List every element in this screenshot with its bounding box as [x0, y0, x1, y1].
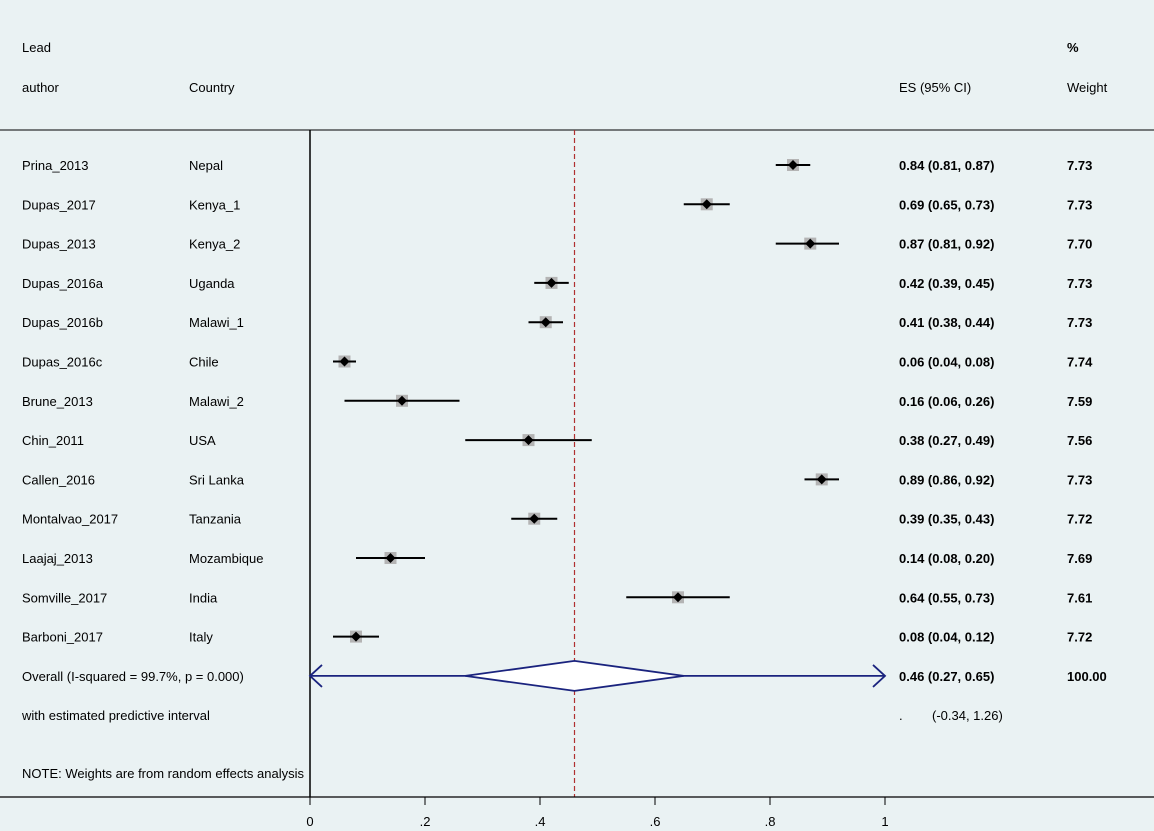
study-es-ci: 0.38 (0.27, 0.49): [899, 433, 994, 448]
predictive-arrow-left: [308, 664, 323, 688]
study-weight: 7.74: [1067, 355, 1093, 370]
study-es-ci: 0.84 (0.81, 0.87): [899, 158, 994, 173]
plot-area: [0, 129, 1154, 797]
x-tick-label: .8: [765, 814, 776, 829]
x-axis: 0 .2 .4 .6 .8 1: [0, 796, 1154, 829]
study-weight: 7.73: [1067, 472, 1092, 487]
study-country: Malawi_1: [189, 315, 244, 330]
predictive-dot: .: [899, 708, 903, 723]
predictive-label: with estimated predictive interval: [21, 708, 210, 723]
study-author: Montalvao_2017: [22, 512, 118, 527]
study-rows: Prina_2013 Nepal 0.84 (0.81, 0.87) 7.73 Dupa…: [22, 158, 1107, 684]
header-es: ES (95% CI): [899, 80, 971, 95]
study-author: Brune_2013: [22, 394, 93, 409]
point-estimate: [351, 631, 361, 642]
point-estimate: [673, 592, 683, 603]
point-estimate: [546, 277, 557, 288]
study-country: Malawi_2: [189, 394, 244, 409]
header-weight-line2: Weight: [1067, 80, 1108, 95]
study-author: Somville_2017: [22, 590, 107, 605]
study-weight: 7.70: [1067, 237, 1092, 252]
study-es-ci: 0.39 (0.35, 0.43): [899, 512, 994, 527]
study-author: Chin_2011: [22, 433, 84, 448]
study-country: USA: [189, 433, 216, 448]
study-country: Kenya_1: [189, 197, 240, 212]
header-author-line2: author: [22, 80, 60, 95]
study-author: Dupas_2017: [22, 197, 96, 212]
study-es-ci: 0.41 (0.38, 0.44): [899, 315, 994, 330]
point-estimate: [816, 474, 827, 485]
study-weight: 7.61: [1067, 590, 1092, 605]
x-tick-label: .4: [535, 814, 546, 829]
column-headers: Lead author Country ES (95% CI) % Weight: [22, 40, 1108, 95]
header-weight-line1: %: [1067, 40, 1079, 55]
point-estimate: [701, 199, 712, 210]
study-author: Dupas_2016b: [22, 315, 103, 330]
study-weight: 7.73: [1067, 197, 1092, 212]
study-es-ci: 0.14 (0.08, 0.20): [899, 551, 994, 566]
study-country: India: [189, 590, 218, 605]
x-tick-label: .6: [650, 814, 661, 829]
overall-diamond: [465, 659, 684, 692]
header-author-line1: Lead: [22, 40, 51, 55]
study-es-ci: 0.08 (0.04, 0.12): [899, 630, 994, 645]
study-weight: 7.73: [1067, 315, 1092, 330]
study-es-ci: 0.89 (0.86, 0.92): [899, 472, 994, 487]
study-country: Italy: [189, 630, 213, 645]
study-country: Chile: [189, 355, 219, 370]
study-es-ci: 0.64 (0.55, 0.73): [899, 590, 994, 605]
study-author: Dupas_2016a: [22, 276, 104, 291]
study-es-ci: 0.42 (0.39, 0.45): [899, 276, 994, 291]
header-country: Country: [189, 80, 235, 95]
predictive-arrow-right: [872, 664, 887, 688]
study-country: Nepal: [189, 158, 223, 173]
study-author: Callen_2016: [22, 472, 95, 487]
study-author: Prina_2013: [22, 158, 89, 173]
study-es-ci: 0.06 (0.04, 0.08): [899, 355, 994, 370]
point-estimate: [397, 395, 407, 406]
point-estimate: [805, 238, 816, 249]
x-tick-label: 0: [306, 814, 313, 829]
predictive-interval: (-0.34, 1.26): [932, 708, 1003, 723]
study-es-ci: 0.69 (0.65, 0.73): [899, 197, 994, 212]
plot-footer: with estimated predictive interval . (-0…: [21, 708, 1003, 781]
study-weight: 7.56: [1067, 433, 1092, 448]
study-author: Laajaj_2013: [22, 551, 93, 566]
study-country: Mozambique: [189, 551, 263, 566]
study-es-ci: 0.16 (0.06, 0.26): [899, 394, 994, 409]
x-tick-label: .2: [420, 814, 431, 829]
point-estimate: [523, 435, 534, 446]
point-estimate: [529, 513, 540, 524]
point-estimate: [788, 160, 798, 170]
point-estimate: [540, 317, 551, 328]
study-weight: 7.59: [1067, 394, 1092, 409]
study-weight: 7.73: [1067, 158, 1092, 173]
study-country: Uganda: [189, 276, 235, 291]
study-weight: 7.73: [1067, 276, 1092, 291]
study-weight: 7.72: [1067, 512, 1092, 527]
study-author: Barboni_2017: [22, 630, 103, 645]
weights-note: NOTE: Weights are from random effects an…: [22, 766, 305, 781]
study-weight: 7.72: [1067, 630, 1092, 645]
x-tick-label: 1: [881, 814, 888, 829]
study-country: Kenya_2: [189, 237, 240, 252]
study-weight: 7.69: [1067, 551, 1092, 566]
point-estimate: [339, 356, 350, 367]
study-country: Sri Lanka: [189, 472, 245, 487]
overall-label: Overall (I-squared = 99.7%, p = 0.000): [22, 669, 244, 684]
study-author: Dupas_2016c: [22, 355, 103, 370]
study-es-ci: 0.87 (0.81, 0.92): [899, 237, 994, 252]
study-author: Dupas_2013: [22, 237, 96, 252]
study-country: Tanzania: [189, 512, 242, 527]
overall-es-ci: 0.46 (0.27, 0.65): [899, 669, 994, 684]
overall-weight: 100.00: [1067, 669, 1107, 684]
point-estimate: [385, 553, 396, 563]
